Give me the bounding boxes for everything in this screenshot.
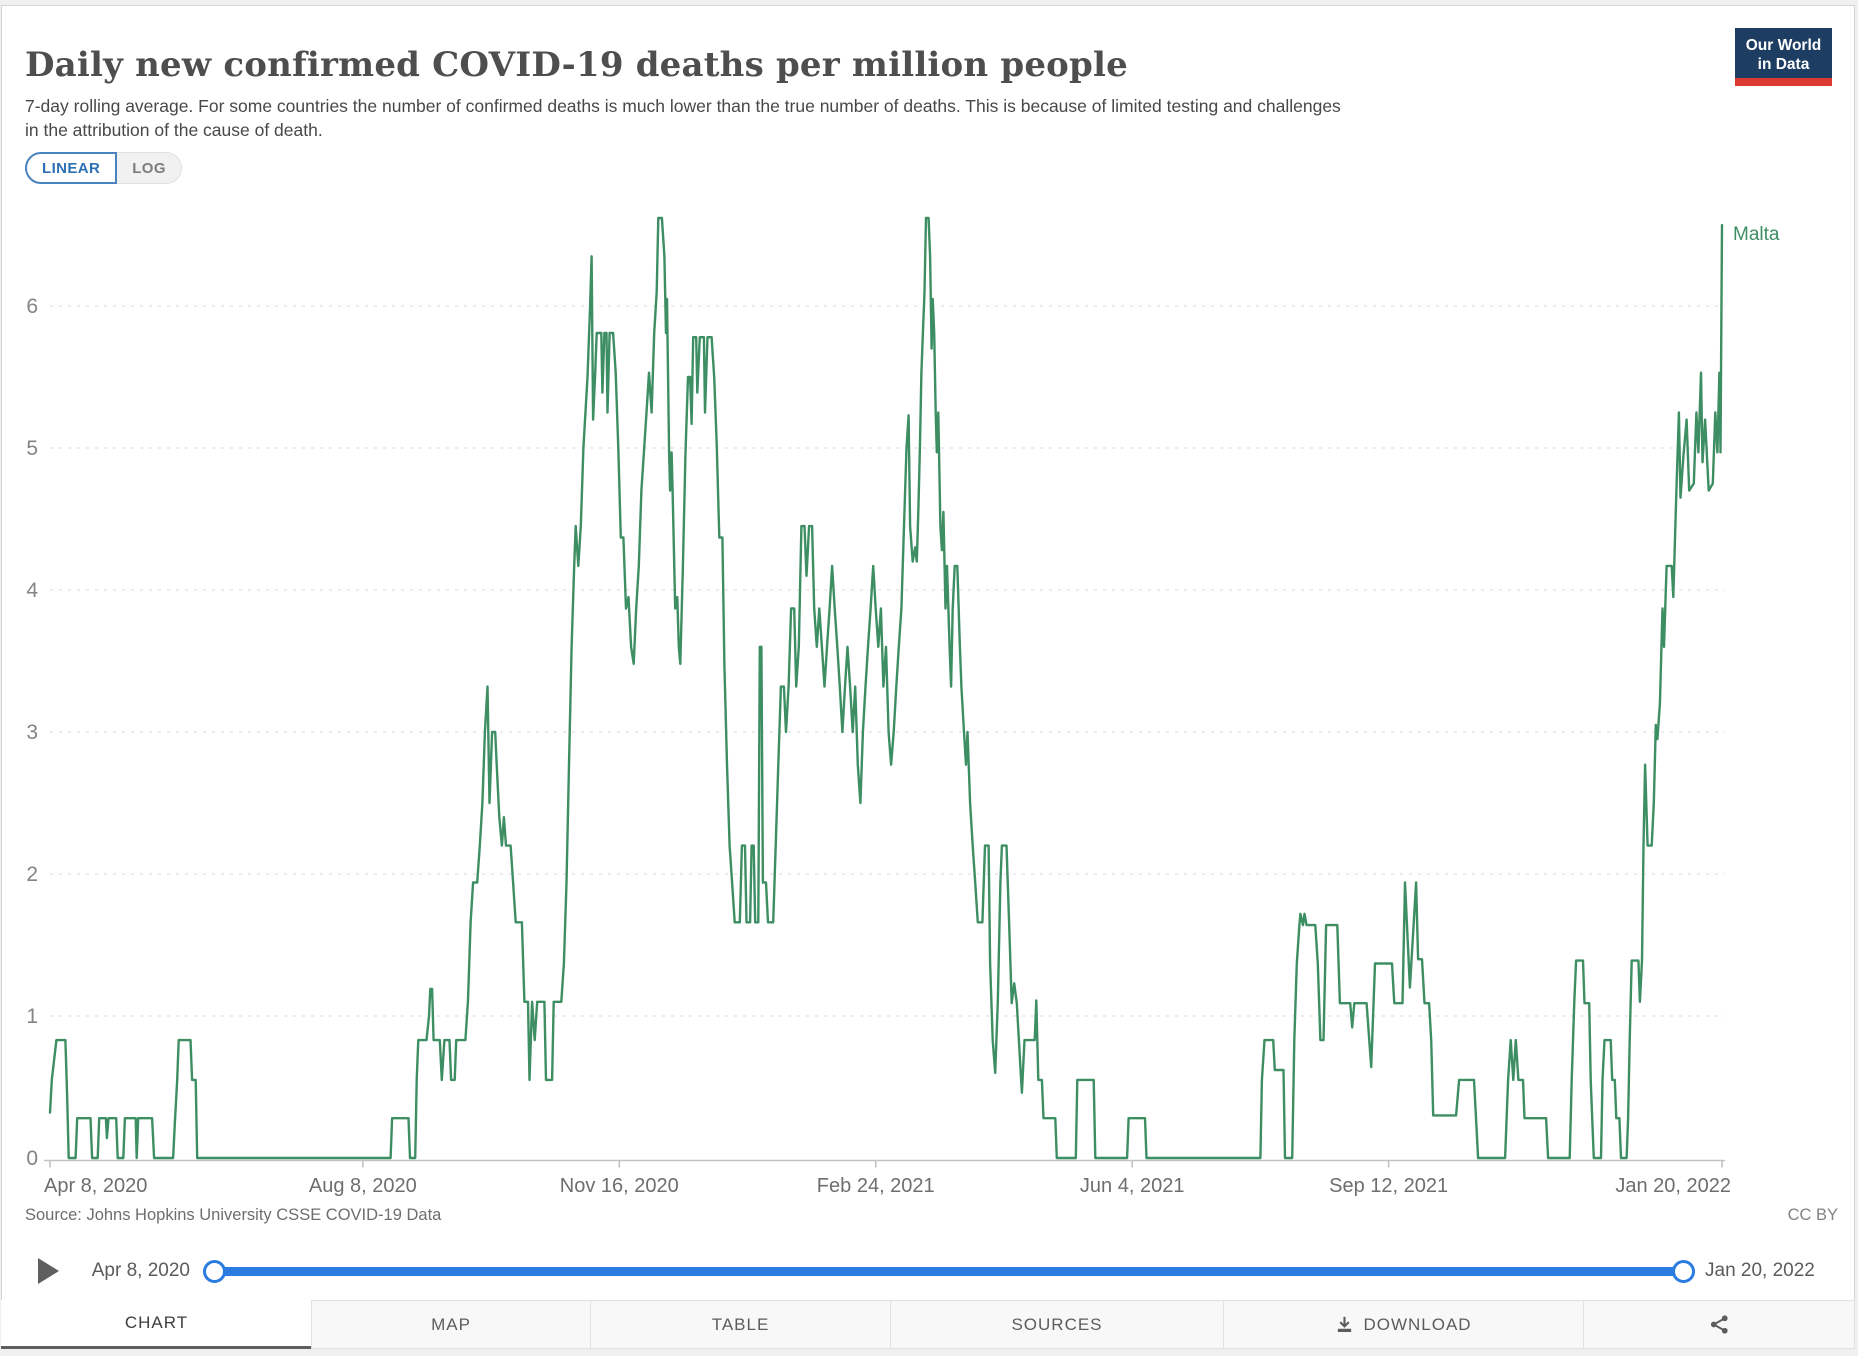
y-axis-label-5: 5	[26, 437, 38, 460]
tab-sources[interactable]: SOURCES	[890, 1300, 1224, 1349]
series-end-label: Malta	[1733, 224, 1780, 245]
owid-logo-stripe	[1735, 78, 1832, 86]
tab-download-label: DOWNLOAD	[1363, 1314, 1472, 1334]
footer-tab-bar: CHART MAP TABLE SOURCES DOWNLOAD	[1, 1300, 1857, 1349]
license-link[interactable]: CC BY	[1787, 1206, 1838, 1224]
download-icon	[1335, 1315, 1354, 1334]
owid-logo[interactable]: Our World in Data	[1735, 28, 1832, 86]
timeline-start-handle[interactable]	[203, 1260, 226, 1283]
x-axis-label-6: Jan 20, 2022	[1615, 1175, 1731, 1197]
y-axis-label-1: 1	[26, 1005, 38, 1028]
x-axis-label-4: Jun 4, 2021	[1080, 1175, 1185, 1197]
covid-deaths-line-chart: 0 1 2 3 4 5 6 Apr 8, 2020 Aug 8, 2020 Nov 16, 202…	[26, 216, 1780, 1197]
x-axis-label-1: Aug 8, 2020	[309, 1175, 417, 1197]
x-axis-label-0: Apr 8, 2020	[44, 1175, 147, 1197]
linear-scale-button[interactable]: LINEAR	[25, 152, 118, 184]
page-subtitle: 7-day rolling average. For some countrie…	[25, 95, 1341, 140]
log-scale-button[interactable]: LOG	[117, 152, 182, 184]
tab-download[interactable]: DOWNLOAD	[1223, 1300, 1584, 1349]
timeline-slider[interactable]	[203, 1260, 1695, 1283]
owid-logo-line1: Our World	[1745, 37, 1822, 54]
y-axis-label-0: 0	[26, 1147, 38, 1170]
tab-map-label: MAP	[431, 1314, 471, 1334]
share-icon	[1709, 1314, 1730, 1335]
source-text: Source: Johns Hopkins University CSSE CO…	[25, 1206, 442, 1224]
y-axis-label-6: 6	[26, 295, 38, 318]
y-axis-label-3: 3	[26, 721, 38, 744]
x-axis-label-3: Feb 24, 2021	[817, 1175, 935, 1197]
tab-chart-label: CHART	[124, 1313, 189, 1332]
tab-chart[interactable]: CHART	[1, 1300, 312, 1349]
page-title: Daily new confirmed COVID-19 deaths per …	[25, 44, 1128, 85]
series-line-malta	[48, 216, 1724, 1160]
timeline-control: Apr 8, 2020 Jan 20, 2022	[0, 1252, 1858, 1292]
timeline-end-date: Jan 20, 2022	[1705, 1260, 1815, 1281]
tab-map[interactable]: MAP	[311, 1300, 591, 1349]
x-axis-label-5: Sep 12, 2021	[1329, 1175, 1448, 1197]
tab-table[interactable]: TABLE	[590, 1300, 891, 1349]
timeline-end-handle[interactable]	[1672, 1260, 1695, 1283]
tab-table-label: TABLE	[711, 1314, 770, 1334]
scale-toggle: LINEAR LOG	[25, 152, 182, 184]
x-axis-label-2: Nov 16, 2020	[560, 1175, 679, 1197]
owid-logo-line2: in Data	[1757, 55, 1810, 73]
tab-share[interactable]	[1583, 1300, 1855, 1349]
tab-sources-label: SOURCES	[1011, 1314, 1103, 1334]
timeline-start-date: Apr 8, 2020	[91, 1260, 190, 1281]
y-axis-label-2: 2	[26, 863, 38, 886]
y-axis-label-4: 4	[26, 579, 38, 602]
play-icon[interactable]	[38, 1258, 59, 1284]
